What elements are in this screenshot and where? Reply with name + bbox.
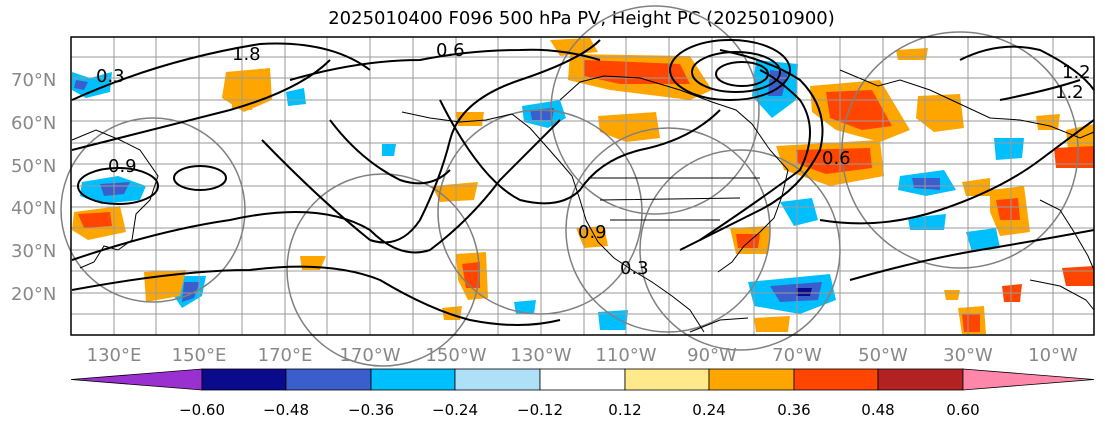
colorbar-segment	[285, 368, 372, 391]
lon-label: 50°W	[858, 345, 908, 366]
colorbar-tick-label: −0.12	[517, 401, 563, 419]
colorbar-segment	[201, 368, 287, 391]
lon-label: 30°W	[943, 345, 993, 366]
colorbar-tick-label: −0.48	[263, 401, 309, 419]
contour-label: 0.3	[620, 258, 649, 279]
range-circles	[60, 5, 1079, 367]
colorbar-tick-label: 0.48	[861, 401, 894, 419]
colorbar-segment	[877, 368, 964, 391]
colorbar	[70, 368, 1095, 391]
lon-label: 130°E	[87, 345, 142, 366]
colorbar-tick-label: 0.36	[777, 401, 810, 419]
colorbar-tick-label: 0.24	[692, 401, 725, 419]
lat-label: 20°N	[11, 284, 56, 305]
lat-label: 40°N	[11, 198, 56, 219]
contour-label: 1.2	[1062, 62, 1091, 83]
lon-label: 170°W	[339, 345, 400, 366]
contour-label: 0.6	[436, 40, 465, 61]
colorbar-ticks: −0.60 −0.48 −0.36 −0.24 −0.12 0.12 0.24 …	[179, 401, 980, 419]
colorbar-tick-label: 0.60	[946, 401, 979, 419]
colorbar-segment	[793, 368, 879, 391]
contour-label: 0.3	[96, 66, 125, 87]
colorbar-segment	[370, 368, 456, 391]
contour-label: 1.2	[1055, 82, 1084, 103]
colorbar-segment	[708, 368, 795, 391]
colorbar-tick-label: −0.24	[432, 401, 478, 419]
colorbar-segment	[539, 368, 626, 391]
lon-label: 90°W	[687, 345, 737, 366]
map-title: 2025010400 F096 500 hPa PV, Height PC (2…	[328, 8, 835, 29]
lon-label: 150°E	[172, 345, 227, 366]
colorbar-segment	[624, 368, 710, 391]
colorbar-segment	[70, 368, 203, 391]
lat-label: 60°N	[11, 113, 56, 134]
map-frame	[70, 36, 1095, 336]
colorbar-tick-label: −0.60	[179, 401, 225, 419]
colorbar-tick-label: −0.36	[348, 401, 394, 419]
colorbar-segment	[454, 368, 541, 391]
lat-label: 70°N	[11, 70, 56, 91]
height-contours	[71, 39, 1095, 326]
lat-label: 50°N	[11, 156, 56, 177]
lon-label: 70°W	[772, 345, 822, 366]
lon-label: 150°W	[425, 345, 486, 366]
contour-label: 0.9	[578, 222, 607, 243]
lon-label: 170°E	[258, 345, 313, 366]
lon-label: 10°W	[1028, 345, 1078, 366]
lat-label: 30°N	[11, 241, 56, 262]
coastlines	[71, 69, 1095, 333]
contour-label: 0.9	[108, 156, 137, 177]
contour-label: 0.6	[822, 148, 851, 169]
lon-labels: 130°E 150°E 170°E 170°W 150°W 130°W 110°…	[87, 345, 1078, 366]
colorbar-tick-label: 0.12	[608, 401, 641, 419]
lon-label: 130°W	[510, 345, 571, 366]
colorbar-segment	[962, 368, 1095, 391]
contour-label: 1.8	[232, 44, 261, 65]
lon-label: 110°W	[595, 345, 656, 366]
